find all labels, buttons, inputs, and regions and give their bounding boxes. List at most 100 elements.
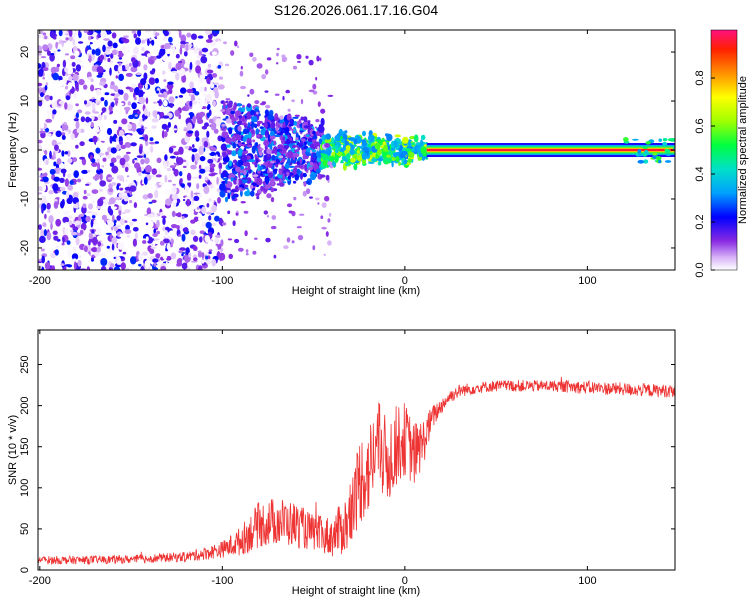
spectrogram-cell	[286, 171, 290, 177]
spectrogram-cell	[230, 177, 234, 182]
spectrogram-cell	[254, 162, 258, 168]
spectrogram-cell	[153, 48, 158, 55]
spectrogram-cell	[118, 123, 124, 127]
spectrogram-cell	[281, 164, 285, 171]
spectrogram-cell	[263, 122, 269, 129]
spectrogram-cell	[38, 167, 43, 171]
spectrogram-cell	[166, 167, 172, 172]
spectrogram-cell	[124, 229, 132, 235]
spectrogram-cell	[144, 140, 149, 147]
spectrogram-cell	[100, 30, 107, 38]
spectrogram-cell	[294, 173, 300, 181]
spectrogram-cell	[147, 213, 155, 218]
y-tick-label: 100	[19, 479, 31, 497]
spectrogram-cell	[239, 179, 243, 185]
spectrogram-cell	[408, 151, 415, 158]
spectrogram-cell	[130, 256, 137, 265]
spectrogram-cell	[134, 162, 141, 169]
spectrogram-cell	[143, 126, 148, 130]
colorbar-tick-label: 0.0	[694, 262, 706, 277]
spectrogram-cell	[145, 236, 149, 242]
spectrogram-cell	[239, 70, 244, 77]
spectrogram-cell	[118, 73, 124, 81]
spectrogram-cell	[273, 254, 277, 259]
spectrogram-cell	[322, 159, 328, 167]
snr-x-label: Height of straight line (km)	[292, 585, 420, 597]
spectrogram-cell	[133, 33, 138, 39]
spectrogram-cell	[143, 107, 148, 116]
spectrogram-cell	[153, 238, 160, 241]
snr-panel: -200 -100 0 100 0 50 100 150 200 250 Height of s…	[7, 329, 676, 597]
spectrogram-cell	[45, 160, 49, 165]
spectrogram-cell	[159, 212, 164, 216]
spectrogram-cell	[332, 145, 337, 150]
spectrogram-cell	[182, 165, 187, 169]
figure-title: S126.2026.061.17.16.G04	[274, 2, 438, 18]
spectrogram-cell	[328, 212, 332, 217]
spectrogram-cell	[173, 185, 177, 192]
spectrogram-cell	[61, 123, 65, 132]
spectrogram-cell	[199, 111, 206, 117]
spectrogram-cell	[65, 37, 69, 41]
spectrogram-cell	[51, 80, 56, 84]
spectrogram-cell	[278, 170, 283, 176]
spectrogram-cell	[303, 181, 307, 187]
spectrogram-cell	[327, 161, 333, 166]
spectrogram-cell	[340, 138, 345, 143]
y-tick-label: 150	[19, 438, 31, 456]
spectrogram-cell	[234, 40, 238, 47]
spectrogram-cell	[50, 53, 55, 56]
spectrogram-cell	[241, 177, 249, 180]
spectrogram-cell	[106, 109, 110, 115]
spectrogram-cell	[109, 135, 113, 144]
colorbar-tick-label: 0.8	[694, 70, 706, 85]
x-tick-label: -200	[29, 275, 51, 287]
spectrogram-marks	[38, 30, 675, 270]
spectrogram-cell	[136, 155, 144, 159]
spectrogram-cell	[288, 165, 296, 168]
spectrogram-cell	[120, 262, 127, 270]
spectrogram-cell	[200, 56, 208, 64]
spectrogram-cell	[168, 96, 175, 103]
spectrogram-cell	[250, 184, 254, 189]
spectrogram-cell	[196, 220, 200, 229]
spectrogram-cell	[263, 210, 268, 215]
spectrogram-cell	[61, 150, 65, 157]
spectrogram-cell	[138, 263, 142, 267]
spectrogram-cell	[138, 252, 143, 262]
spectrogram-cell	[67, 184, 73, 191]
spectrogram-cell	[205, 30, 212, 36]
spectrogram-cell	[198, 86, 206, 93]
spectrogram-cell	[393, 140, 398, 148]
spectrogram-cell	[108, 188, 114, 193]
spectrogram-cell	[223, 101, 226, 109]
spectrogram-cell	[50, 129, 57, 133]
spectrogram-cell	[265, 176, 269, 185]
spectrogram-cell	[188, 252, 192, 258]
spectrogram-cell	[120, 212, 127, 214]
spectrogram-cell	[245, 187, 249, 190]
spectrogram-cell	[56, 170, 60, 175]
spectrogram-cell	[303, 116, 308, 122]
spectrogram-cell	[168, 61, 172, 70]
spectrogram-cell	[91, 161, 98, 167]
spectrogram-cell	[185, 196, 192, 200]
spectrogram-cell	[140, 158, 145, 165]
spectrogram-cell	[316, 55, 320, 62]
colorbar-tick-label: 0.6	[694, 118, 706, 133]
spectrogram-cell	[245, 249, 249, 253]
spectrogram-cell	[312, 152, 317, 159]
spectrogram-cell	[73, 204, 78, 209]
spectrogram-cell	[312, 130, 316, 135]
spectrogram-cell	[64, 102, 68, 110]
spectrogram-cell	[57, 190, 61, 193]
spectrogram-cell	[290, 140, 297, 144]
spectrogram-cell	[259, 126, 264, 129]
spectrogram-cell	[204, 122, 209, 127]
spectrogram-cell	[265, 237, 271, 243]
spectrogram-cell	[274, 117, 280, 121]
spectrogram-cell	[155, 174, 162, 178]
spectrogram-cell	[143, 63, 148, 71]
spectrogram-cell	[75, 112, 79, 119]
